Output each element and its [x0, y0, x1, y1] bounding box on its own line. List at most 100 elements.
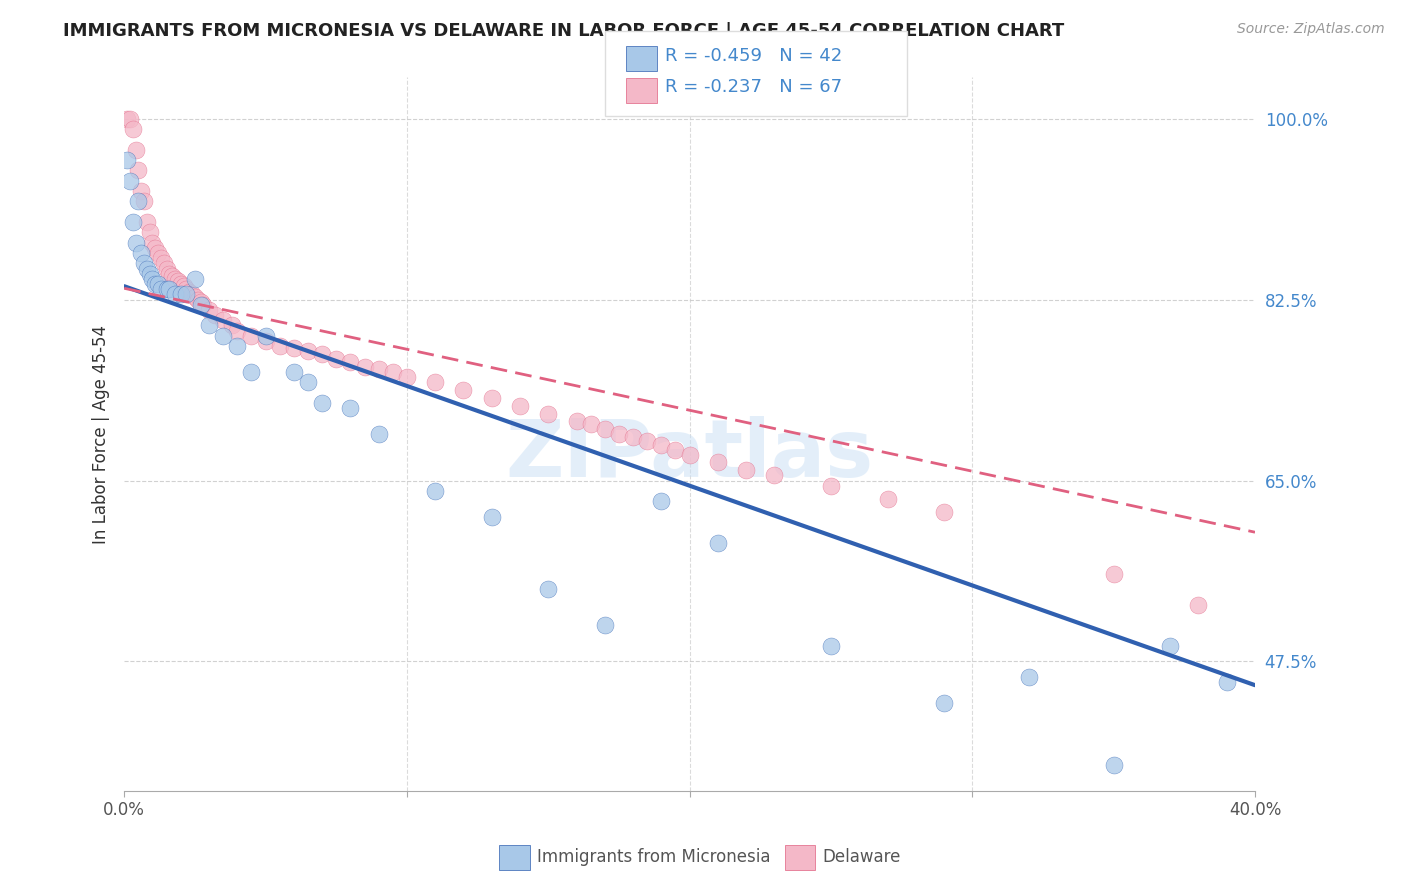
Point	[173, 279, 195, 293]
Point	[593, 422, 616, 436]
Point	[156, 282, 179, 296]
Point	[650, 494, 672, 508]
Point	[707, 535, 730, 549]
Point	[176, 282, 198, 296]
Point	[1216, 675, 1239, 690]
Point	[159, 267, 181, 281]
Point	[876, 492, 898, 507]
Point	[212, 313, 235, 327]
Point	[170, 277, 193, 292]
Point	[254, 334, 277, 348]
Point	[367, 427, 389, 442]
Point	[932, 504, 955, 518]
Point	[735, 463, 758, 477]
Point	[127, 194, 149, 209]
Point	[254, 328, 277, 343]
Point	[1159, 639, 1181, 653]
Point	[146, 277, 169, 292]
Point	[167, 274, 190, 288]
Point	[187, 293, 209, 307]
Point	[159, 282, 181, 296]
Point	[509, 399, 531, 413]
Point	[170, 287, 193, 301]
Point	[198, 303, 221, 318]
Point	[820, 639, 842, 653]
Text: R = -0.459   N = 42: R = -0.459 N = 42	[665, 47, 842, 65]
Point	[226, 339, 249, 353]
Point	[165, 272, 187, 286]
Point	[1102, 566, 1125, 581]
Point	[121, 122, 143, 136]
Point	[381, 365, 404, 379]
Point	[181, 287, 204, 301]
Point	[149, 252, 172, 266]
Point	[240, 328, 263, 343]
Point	[124, 235, 146, 250]
Point	[118, 112, 141, 126]
Point	[425, 483, 447, 498]
Point	[190, 294, 212, 309]
Point	[135, 215, 157, 229]
Point	[481, 391, 503, 405]
Point	[129, 184, 152, 198]
Point	[339, 401, 361, 416]
Point	[565, 414, 588, 428]
Point	[132, 194, 155, 209]
Point	[129, 246, 152, 260]
Point	[636, 434, 658, 449]
Point	[607, 427, 630, 442]
Point	[184, 272, 207, 286]
Point	[537, 582, 560, 596]
Point	[579, 417, 602, 431]
Point	[152, 256, 174, 270]
Point	[143, 241, 166, 255]
Point	[204, 308, 226, 322]
Point	[135, 261, 157, 276]
Point	[269, 339, 291, 353]
Point	[763, 468, 786, 483]
Point	[162, 268, 184, 283]
Point	[141, 272, 163, 286]
Y-axis label: In Labor Force | Age 45-54: In Labor Force | Age 45-54	[93, 325, 110, 543]
Point	[115, 153, 138, 168]
Point	[311, 347, 333, 361]
Point	[149, 282, 172, 296]
Point	[1187, 598, 1209, 612]
Text: ZIPatlas: ZIPatlas	[506, 417, 873, 494]
Point	[176, 287, 198, 301]
Point	[198, 318, 221, 333]
Point	[184, 289, 207, 303]
Point	[593, 618, 616, 632]
Point	[138, 226, 160, 240]
Point	[339, 354, 361, 368]
Point	[932, 696, 955, 710]
Point	[146, 246, 169, 260]
Point	[240, 365, 263, 379]
Point	[143, 277, 166, 292]
Point	[678, 448, 700, 462]
Point	[190, 298, 212, 312]
Text: IMMIGRANTS FROM MICRONESIA VS DELAWARE IN LABOR FORCE | AGE 45-54 CORRELATION CH: IMMIGRANTS FROM MICRONESIA VS DELAWARE I…	[63, 22, 1064, 40]
Point	[367, 362, 389, 376]
Point	[425, 376, 447, 390]
Text: Source: ZipAtlas.com: Source: ZipAtlas.com	[1237, 22, 1385, 37]
Point	[1018, 670, 1040, 684]
Point	[193, 298, 215, 312]
Point	[165, 287, 187, 301]
Point	[537, 408, 560, 422]
Point	[115, 112, 138, 126]
Point	[127, 163, 149, 178]
Point	[707, 455, 730, 469]
Point	[138, 267, 160, 281]
Point	[395, 370, 418, 384]
Point	[650, 438, 672, 452]
Text: Immigrants from Micronesia: Immigrants from Micronesia	[537, 848, 770, 866]
Point	[141, 235, 163, 250]
Point	[118, 174, 141, 188]
Text: R = -0.237   N = 67: R = -0.237 N = 67	[665, 78, 842, 96]
Point	[283, 341, 305, 355]
Point	[132, 256, 155, 270]
Point	[179, 285, 201, 300]
Point	[621, 430, 644, 444]
Point	[297, 376, 319, 390]
